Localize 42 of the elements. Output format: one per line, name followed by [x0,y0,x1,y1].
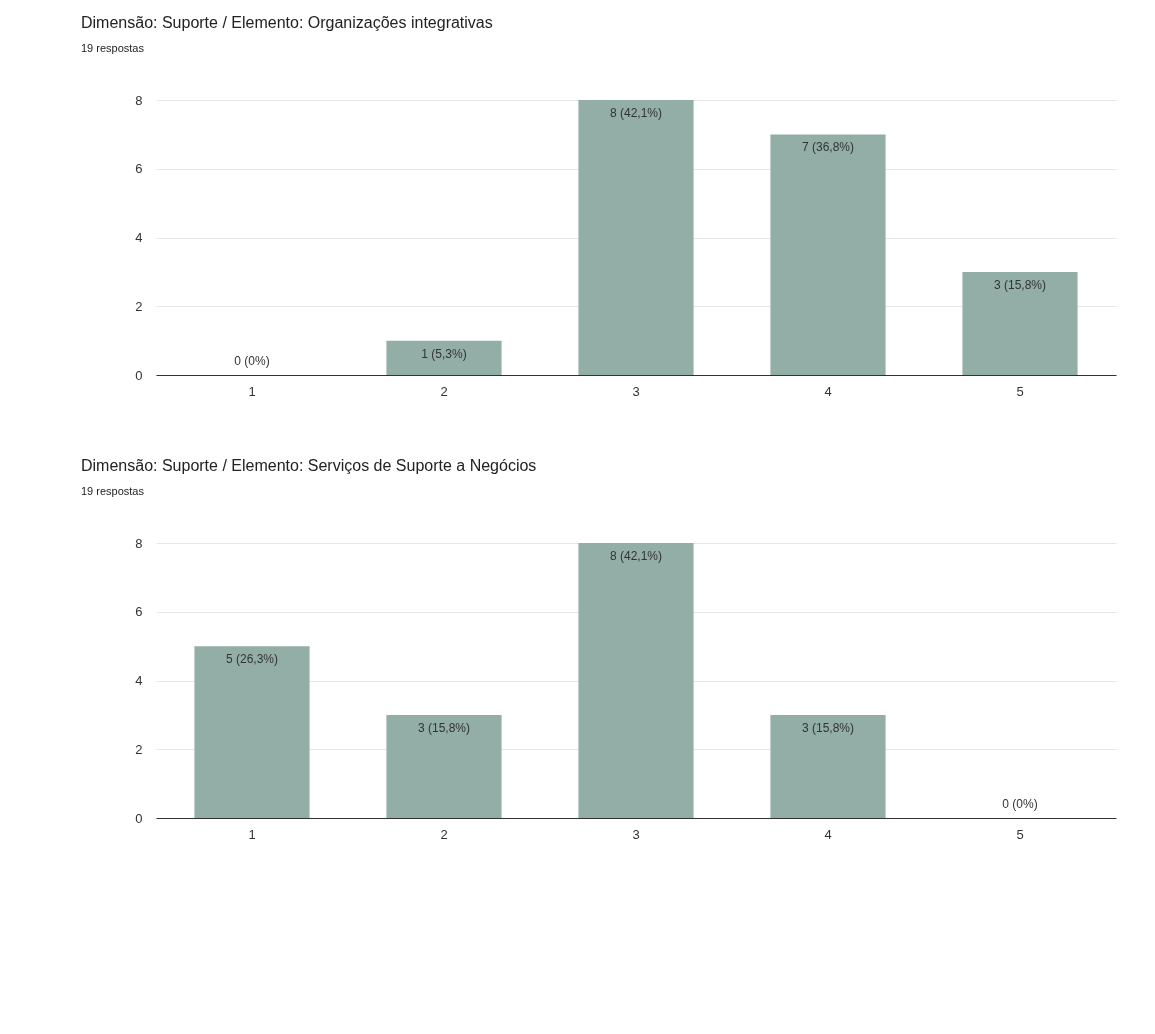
chart-subtitle: 19 respostas [81,485,145,497]
chart-subtitle: 19 respostas [81,42,145,54]
chart-title: Dimensão: Suporte / Elemento: Organizações integrativas [81,14,493,31]
data-label: 1 (5,3%) [421,346,467,361]
x-tick-label: 2 [440,383,448,399]
y-tick-label: 6 [135,604,143,620]
bar [578,543,694,818]
data-label: 8 (42,1%) [609,549,663,563]
data-label: 8 (42,1%) [609,106,663,120]
y-tick-label: 4 [135,230,143,245]
y-tick-label: 0 [135,367,143,383]
bar [770,714,886,818]
x-tick-label: 2 [440,826,448,842]
y-tick-label: 8 [135,92,143,108]
bar [962,271,1078,375]
y-tick-label: 8 [135,535,143,551]
data-label: 3 (15,8%) [801,720,855,735]
bar [770,134,886,375]
y-tick-label: 6 [135,161,143,177]
data-label: 5 (26,3%) [225,652,279,667]
y-tick-label: 2 [135,298,143,314]
bar [386,714,502,818]
x-tick-label: 5 [1016,826,1024,842]
y-tick-label: 4 [135,673,143,688]
data-label: 0 (0%) [1002,797,1038,811]
data-label: 0 (0%) [234,354,270,368]
data-label: 3 (15,8%) [993,277,1047,292]
bar [386,340,502,375]
x-tick-label: 1 [248,383,256,399]
y-tick-label: 0 [135,810,143,826]
x-tick-label: 3 [632,826,640,842]
x-tick-label: 4 [824,826,832,842]
x-tick-label: 5 [1016,383,1024,399]
data-label: 3 (15,8%) [417,720,471,735]
x-tick-label: 1 [248,826,256,842]
data-label: 7 (36,8%) [801,140,855,155]
x-tick-label: 4 [824,383,832,399]
y-tick-label: 2 [135,741,143,757]
bar [194,646,310,818]
bar [578,100,694,375]
chart-title: Dimensão: Suporte / Elemento: Serviços de Suporte a Negócios [81,457,537,474]
x-tick-label: 3 [632,383,640,399]
